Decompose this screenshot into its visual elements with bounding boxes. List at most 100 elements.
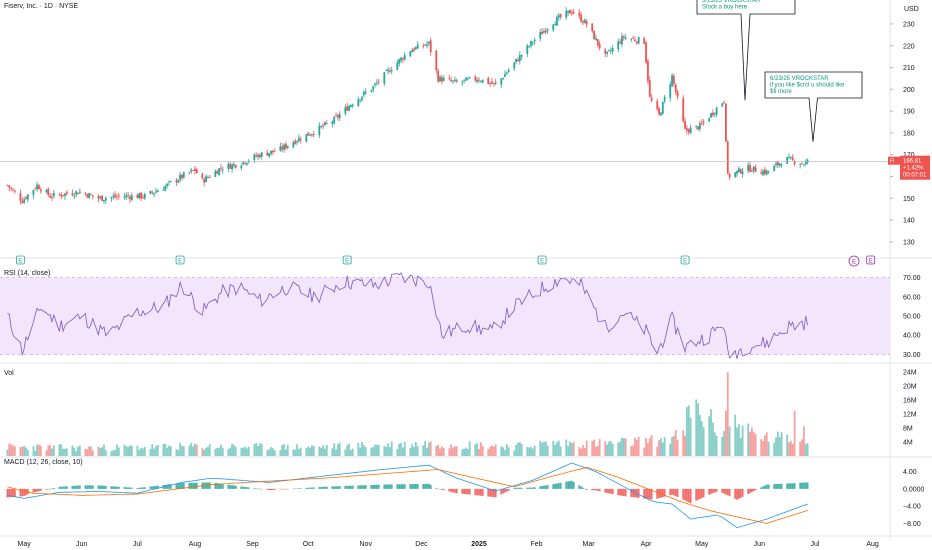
volume-bar <box>62 448 65 456</box>
volume-bar <box>476 443 479 456</box>
macd-histogram-bar <box>64 486 66 489</box>
candle-body <box>661 101 664 114</box>
macd-histogram-bar <box>344 485 347 489</box>
candle-body <box>671 75 673 86</box>
volume-bar <box>739 437 742 456</box>
candle-body <box>260 152 263 157</box>
volume-bar <box>802 426 805 456</box>
candle-body <box>166 183 168 187</box>
candle-body <box>624 37 627 39</box>
rsi-panel-label: RSI (14, close) <box>4 270 51 277</box>
volume-bar <box>656 446 659 456</box>
volume-bar <box>349 450 352 456</box>
volume-bar <box>97 446 100 456</box>
volume-bar <box>182 446 185 456</box>
volume-bar <box>253 444 256 456</box>
macd-histogram-bar <box>86 485 89 489</box>
volume-bar <box>645 437 647 456</box>
candle-body <box>713 113 716 115</box>
volume-bar <box>658 440 660 456</box>
candle-body <box>760 172 763 175</box>
macd-histogram-bar <box>45 488 48 490</box>
volume-bar <box>130 445 133 456</box>
candle-body <box>127 195 130 197</box>
macd-histogram-bar <box>533 487 536 489</box>
macd-histogram-bar <box>351 485 354 489</box>
volume-bar <box>632 445 634 456</box>
volume-bar <box>322 445 324 456</box>
candle-body <box>75 191 78 195</box>
macd-histogram-bar <box>791 483 794 489</box>
candle-body <box>611 47 614 52</box>
macd-histogram-bar <box>143 487 146 489</box>
macd-histogram-bar <box>90 485 92 489</box>
macd-histogram-bar <box>806 482 809 489</box>
volume-tick-label: 24M <box>903 370 917 377</box>
volume-bar <box>203 449 206 456</box>
macd-histogram-bar <box>403 484 406 489</box>
volume-bar <box>595 446 597 456</box>
candle-body <box>502 78 505 79</box>
candle-body <box>520 54 523 57</box>
volume-bar <box>500 446 503 456</box>
macd-histogram-bar <box>104 485 107 489</box>
candle-body <box>463 79 466 81</box>
candle-body <box>439 76 441 82</box>
volume-bar <box>377 444 380 456</box>
macd-histogram-bar <box>429 484 432 489</box>
candle-body <box>474 76 477 81</box>
candle-body <box>552 24 555 31</box>
candle-body <box>647 60 649 82</box>
candle-body <box>487 78 490 84</box>
volume-bar <box>429 441 432 456</box>
candle-body <box>414 47 417 50</box>
currency-label: USD <box>904 6 919 13</box>
macd-histogram-bar <box>73 485 76 489</box>
candle-body <box>84 193 87 194</box>
candle-body <box>136 195 139 199</box>
macd-histogram-bar <box>207 482 209 489</box>
candle-body <box>116 196 118 198</box>
macd-histogram-bar <box>682 488 685 500</box>
candle-body <box>793 161 796 165</box>
volume-bar <box>650 435 653 456</box>
volume-bar <box>416 446 419 456</box>
macd-histogram-bar <box>362 485 365 489</box>
candle-body <box>799 164 802 165</box>
macd-histogram-bar <box>541 486 544 489</box>
macd-histogram-bar <box>427 483 430 489</box>
volume-bar <box>309 447 311 456</box>
macd-histogram-bar <box>452 488 454 493</box>
volume-bar <box>609 441 612 456</box>
macd-histogram-bar <box>546 485 549 489</box>
volume-bar <box>468 441 471 456</box>
macd-histogram-bar <box>643 488 646 499</box>
rsi-tick-label: 60.00 <box>903 294 921 301</box>
candle-body <box>164 186 167 191</box>
volume-bar <box>804 444 807 456</box>
macd-histogram-bar <box>400 484 402 489</box>
macd-histogram-bar <box>78 485 81 489</box>
volume-bar <box>726 372 729 456</box>
candle-body <box>246 162 248 165</box>
macd-histogram-bar <box>325 486 328 489</box>
candle-body <box>305 134 308 142</box>
candle-body <box>543 30 545 33</box>
candle-body <box>387 69 389 72</box>
volume-bar <box>725 410 727 456</box>
candle-body <box>453 79 456 81</box>
macd-histogram-bar <box>231 485 233 489</box>
candle-body <box>383 72 386 84</box>
candle-body <box>362 91 365 96</box>
macd-histogram-bar <box>617 488 620 496</box>
candle-body <box>466 78 469 80</box>
macd-histogram-bar <box>455 488 458 494</box>
candle-body <box>567 10 570 13</box>
volume-tick-label: 12M <box>903 412 917 419</box>
volume-bar <box>435 446 438 456</box>
volume-bar <box>786 434 789 456</box>
candle-body <box>643 38 646 44</box>
macd-histogram-bar <box>233 485 235 489</box>
